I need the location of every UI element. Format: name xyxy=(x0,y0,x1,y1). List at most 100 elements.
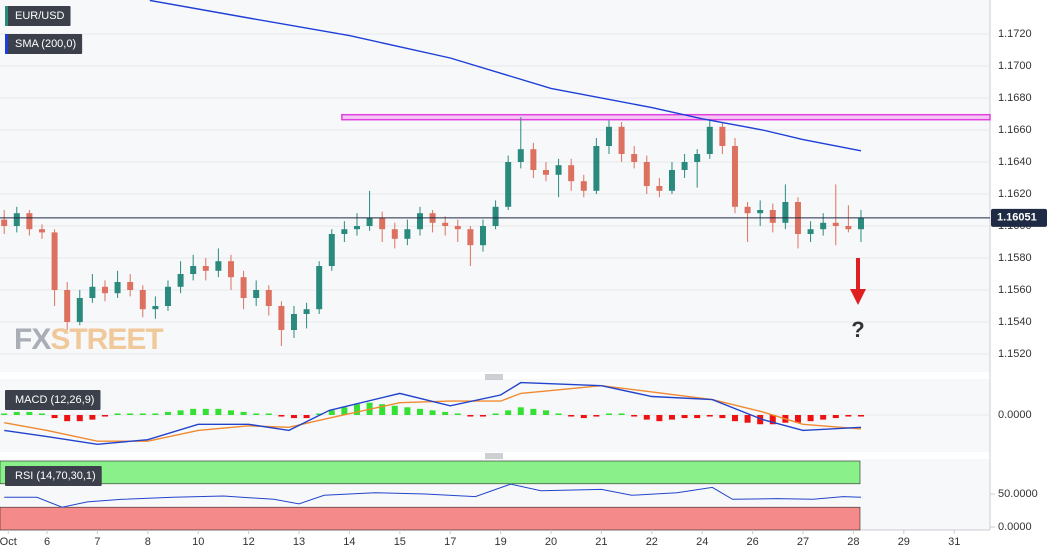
main-panel xyxy=(0,0,990,372)
y-tick-label: 1.1660 xyxy=(998,124,1032,136)
candle-body xyxy=(807,229,814,234)
macd-histogram-bar xyxy=(190,408,197,415)
macd-histogram-bar xyxy=(164,411,171,415)
candle-body xyxy=(542,170,549,175)
x-tick-label: 10 xyxy=(192,536,204,548)
y-tick-label: 1.1560 xyxy=(998,284,1032,296)
candle-body xyxy=(668,170,675,191)
candle-body xyxy=(164,286,171,306)
indicator-label-bg xyxy=(5,466,102,486)
candle-body xyxy=(202,266,209,271)
candle-body xyxy=(492,206,499,226)
macd-histogram-bar xyxy=(76,415,83,422)
macd-histogram-bar xyxy=(215,408,222,415)
indicator-label-bg xyxy=(5,6,71,26)
x-tick-label: 24 xyxy=(696,536,708,548)
macd-histogram-bar xyxy=(668,415,675,420)
macd-histogram-bar xyxy=(731,415,738,422)
rsi-line xyxy=(4,483,862,508)
macd-histogram-bar xyxy=(605,413,612,415)
macd-histogram-bar xyxy=(442,411,449,415)
macd-histogram-bar xyxy=(253,413,260,415)
annotation-arrowhead xyxy=(850,289,866,305)
x-tick-label: 6 xyxy=(44,536,50,548)
macd-histogram-bar xyxy=(101,415,108,417)
x-tick-label: 21 xyxy=(595,536,607,548)
rsi-band xyxy=(0,506,861,531)
candle-body xyxy=(618,126,625,154)
candle-body xyxy=(127,282,134,290)
y-tick-label: 0.0000 xyxy=(998,521,1032,533)
candle-body xyxy=(832,222,839,226)
watermark: FXSTREET xyxy=(14,323,163,356)
candle-body xyxy=(568,165,575,182)
macd-histogram-bar xyxy=(290,415,297,419)
x-tick-label: 28 xyxy=(847,536,859,548)
candle-body xyxy=(416,213,423,230)
macd-histogram-bar xyxy=(64,415,71,422)
candle-body xyxy=(517,149,524,162)
candle-body xyxy=(731,146,738,207)
candle-body xyxy=(643,162,650,186)
macd-histogram-bar xyxy=(807,415,814,422)
macd-histogram-bar xyxy=(857,415,864,417)
indicator-label-text: EUR/USD xyxy=(15,10,65,22)
x-tick-label: Oct xyxy=(0,536,17,548)
macd-histogram-bar xyxy=(845,415,852,417)
macd-histogram-bar xyxy=(227,410,234,415)
macd-histogram-bar xyxy=(757,415,764,425)
macd-histogram-bar xyxy=(278,415,285,417)
indicator-label-text: MACD (12,26,9) xyxy=(15,394,94,406)
signal-line xyxy=(4,384,862,442)
candle-body xyxy=(404,229,411,239)
macd-histogram-bar xyxy=(13,411,20,415)
indicator-label: MACD (12,26,9) xyxy=(5,390,101,410)
candle-body xyxy=(845,226,852,230)
candle-body xyxy=(719,126,726,146)
y-tick-label: 1.1700 xyxy=(998,60,1032,72)
panel-grip xyxy=(485,374,503,380)
candle-body xyxy=(253,290,260,298)
resistance-line xyxy=(341,113,991,121)
indicator-label: EUR/USD xyxy=(5,6,71,26)
candle-body xyxy=(76,298,83,322)
candle-body xyxy=(152,306,159,310)
macd-histogram-bar xyxy=(429,410,436,415)
candle-body xyxy=(782,202,789,223)
candle-body xyxy=(631,154,638,162)
x-tick-label: 12 xyxy=(242,536,254,548)
macd-histogram-bar xyxy=(769,415,776,425)
macd-histogram-bar xyxy=(454,413,461,415)
candle-body xyxy=(391,229,398,239)
macd-histogram-bar xyxy=(820,415,827,420)
candle-body xyxy=(769,210,776,223)
macd-histogram-bar xyxy=(139,413,146,415)
candle-body xyxy=(240,277,247,298)
candle-body xyxy=(1,219,8,226)
indicator-label: RSI (14,70,30,1) xyxy=(5,466,102,486)
macd-histogram-bar xyxy=(467,415,474,417)
candle-body xyxy=(227,261,234,278)
macd-histogram-bar xyxy=(631,415,638,417)
candle-body xyxy=(190,266,197,274)
macd-histogram-bar xyxy=(391,405,398,415)
candle-body xyxy=(605,126,612,146)
x-tick-label: 8 xyxy=(145,536,151,548)
candle-body xyxy=(593,146,600,191)
x-tick-label: 13 xyxy=(293,536,305,548)
macd-histogram-bar xyxy=(643,415,650,420)
x-tick-label: 7 xyxy=(94,536,100,548)
x-tick-label: 15 xyxy=(394,536,406,548)
candle-body xyxy=(51,232,58,290)
macd-histogram-bar xyxy=(328,410,335,415)
y-tick-label: 1.1680 xyxy=(998,92,1032,104)
y-tick-label: 1.1720 xyxy=(998,28,1032,40)
candle-body xyxy=(505,162,512,207)
candle-body xyxy=(467,229,474,246)
candle-body xyxy=(265,290,272,306)
watermark-part: STREET xyxy=(50,323,163,356)
macd-histogram-bar xyxy=(51,415,58,419)
candle-body xyxy=(215,261,222,271)
macd-histogram-bar xyxy=(794,415,801,423)
